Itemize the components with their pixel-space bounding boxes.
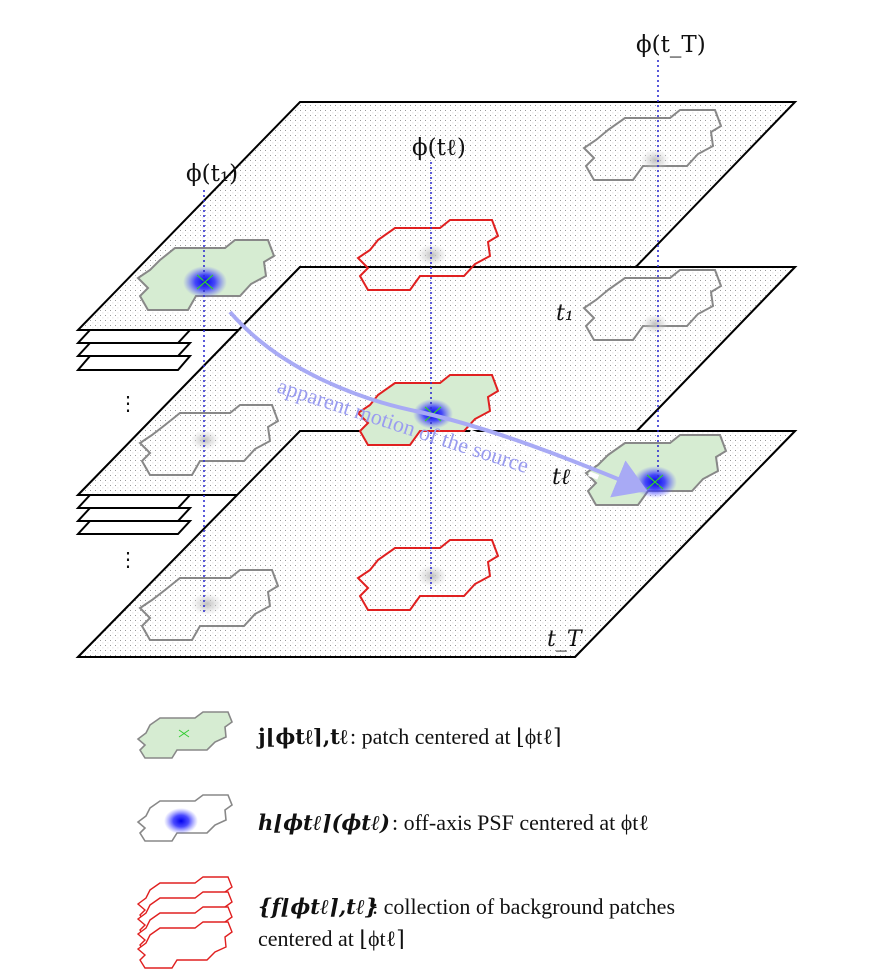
legend-psf-text: : off-axis PSF centered at ϕtℓ xyxy=(392,810,649,835)
bottom-plane-patches xyxy=(138,539,500,641)
stack-edges-upper xyxy=(75,329,193,371)
legend-psf-icon xyxy=(136,794,233,842)
guide-lines xyxy=(203,60,659,615)
stack-ellipsis-upper: ⋮ xyxy=(118,393,138,415)
label-plane-t1: t₁ xyxy=(556,301,574,326)
legend-psf-symbol: h⌊ϕtℓ⌉(ϕtℓ) xyxy=(258,810,390,835)
legend-background-icon xyxy=(136,876,233,969)
legend-background-symbol: {f⌊ϕtℓ⌉,tℓ} xyxy=(258,894,378,919)
legend-patch-icon xyxy=(136,711,233,759)
label-plane-tl: tℓ xyxy=(552,465,571,490)
legend-background-text: : collection of background patches xyxy=(372,894,675,919)
legend-patch-symbol: j⌊ϕtℓ⌉,tℓ xyxy=(256,724,348,749)
middle-plane-right-patch xyxy=(582,269,723,341)
label-phi-tT: ϕ(t_T) xyxy=(636,32,706,58)
label-phi-tl: ϕ(tℓ) xyxy=(412,135,466,161)
motion-arrow xyxy=(228,310,648,498)
stack-edges-lower xyxy=(75,494,193,535)
label-phi-t1: ϕ(t₁) xyxy=(186,161,238,187)
top-plane-patches xyxy=(136,109,723,311)
stack-ellipsis-lower: ⋮ xyxy=(118,549,138,571)
legend-background-text-2: centered at ⌊ϕtℓ⌉ xyxy=(258,926,405,951)
label-plane-tT: t_T xyxy=(547,627,584,652)
legend-patch-text: : patch centered at ⌊ϕtℓ⌉ xyxy=(350,724,562,749)
